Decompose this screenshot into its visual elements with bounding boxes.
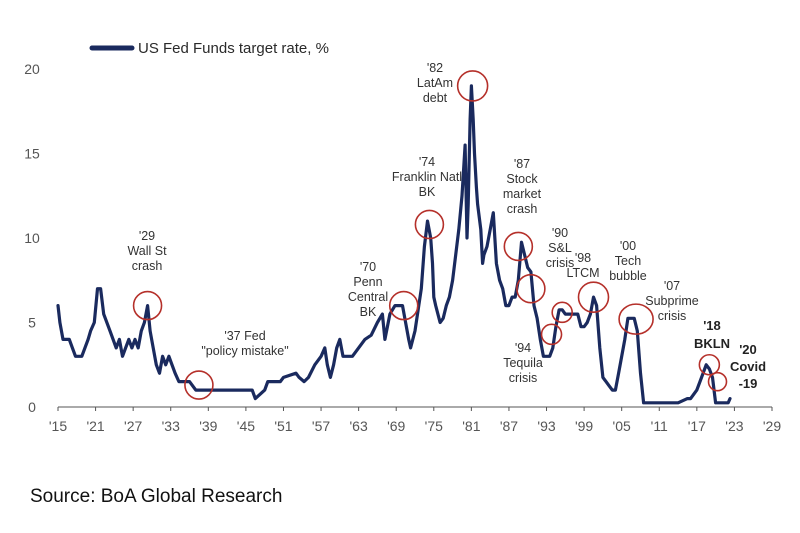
annotation-line: market: [503, 187, 542, 201]
annotation-circles: [132, 70, 728, 400]
annotation-label: '20 Covid -19: [730, 342, 766, 391]
annotation-line: '00: [620, 239, 636, 253]
annotation-label: '00 Tech bubble: [609, 239, 647, 283]
annotation-line: '98: [575, 251, 591, 265]
x-tick-label: '45: [237, 418, 255, 434]
annotation-line: "policy mistake": [201, 344, 288, 358]
annotation-line: Central: [348, 290, 388, 304]
annotation-line: '29: [139, 229, 155, 243]
annotation-line: '70: [360, 260, 376, 274]
annotation-line: Subprime: [645, 294, 699, 308]
source-note: Source: BoA Global Research: [30, 486, 283, 507]
y-tick-label: 0: [28, 399, 36, 415]
annotation-line: '07: [664, 279, 680, 293]
y-tick-label: 15: [24, 146, 40, 162]
annotation-line: crisis: [509, 371, 537, 385]
x-tick-label: '81: [462, 418, 480, 434]
annotation-circle: [540, 323, 563, 346]
annotation-line: Franklin Natl: [392, 170, 462, 184]
annotation-circle: [503, 231, 534, 262]
annotation-circle: [618, 303, 654, 335]
x-tick-label: '93: [537, 418, 555, 434]
annotation-line: BK: [419, 185, 436, 199]
annotation-label: '90 S&L crisis: [546, 226, 574, 270]
annotation-line: LTCM: [566, 266, 599, 280]
annotation-line: '87: [514, 157, 530, 171]
annotation-line: Penn: [353, 275, 382, 289]
annotation-line: Tequila: [503, 356, 543, 370]
annotation-label: '94 Tequila crisis: [503, 341, 543, 385]
annotation-label: '74 Franklin Natl BK: [392, 155, 462, 199]
annotation-line: '18: [703, 318, 721, 333]
annotation-label: '29 Wall St crash: [127, 229, 167, 273]
annotation-line: crisis: [658, 309, 686, 323]
annotation-line: Tech: [615, 254, 641, 268]
x-tick-label: '57: [312, 418, 330, 434]
x-tick-label: '23: [725, 418, 743, 434]
annotation-line: LatAm: [417, 76, 453, 90]
x-tick-label: '05: [613, 418, 631, 434]
annotation-circle: [707, 371, 728, 392]
legend: US Fed Funds target rate, %: [89, 40, 329, 57]
x-tick-label: '11: [651, 418, 668, 434]
annotation-line: '94: [515, 341, 531, 355]
annotation-line: Stock: [506, 172, 538, 186]
annotation-line: Covid: [730, 359, 766, 374]
annotation-circle: [184, 370, 214, 400]
x-tick-label: '17: [688, 418, 706, 434]
annotation-line: '20: [739, 342, 757, 357]
annotation-line: -19: [739, 376, 758, 391]
annotation-line: BKLN: [694, 336, 730, 351]
x-tick-label: '21: [86, 418, 104, 434]
y-tick-label: 5: [28, 315, 36, 331]
x-tick-label: '51: [274, 418, 292, 434]
annotation-line: crash: [507, 202, 538, 216]
legend-label: US Fed Funds target rate, %: [138, 40, 329, 57]
annotation-circle: [388, 290, 419, 321]
x-tick-label: '69: [387, 418, 405, 434]
annotation-label: '98 LTCM: [566, 251, 599, 280]
annotation-labels: '29 Wall St crash'37 Fed "policy mistake"'7…: [127, 61, 766, 391]
y-tick-label: 20: [24, 61, 40, 77]
annotation-line: S&L: [548, 241, 572, 255]
x-tick-label: '87: [500, 418, 518, 434]
annotation-line: '37 Fed: [224, 329, 265, 343]
annotation-line: crisis: [546, 256, 574, 270]
annotation-circle: [414, 209, 445, 240]
annotation-line: debt: [423, 91, 448, 105]
annotation-label: '37 Fed "policy mistake": [201, 329, 288, 358]
x-tick-label: '27: [124, 418, 142, 434]
annotation-circle: [132, 290, 163, 321]
annotation-line: '74: [419, 155, 435, 169]
x-tick-label: '33: [162, 418, 180, 434]
y-tick-label: 10: [24, 230, 40, 246]
annotation-line: bubble: [609, 269, 647, 283]
x-tick-label: '99: [575, 418, 593, 434]
annotation-circle: [698, 353, 721, 376]
annotation-line: crash: [132, 259, 163, 273]
x-tick-label: '75: [425, 418, 443, 434]
annotation-circle: [577, 281, 610, 313]
x-tick-label: '15: [49, 418, 67, 434]
annotation-label: '07 Subprime crisis: [645, 279, 699, 323]
annotation-line: '90: [552, 226, 568, 240]
annotation-line: '82: [427, 61, 443, 75]
annotation-circle: [516, 273, 546, 304]
annotation-circle: [551, 301, 573, 324]
x-axis: '15 '21 '27 '33 '39 '45 '51 '57 '63 '69 '75 '81 '87 '…: [49, 406, 781, 434]
annotation-label: '87 Stock market crash: [503, 157, 542, 216]
x-tick-label: '29: [763, 418, 781, 434]
annotation-label: '82 LatAm debt: [417, 61, 453, 105]
annotation-circle: [456, 70, 489, 102]
series-line: [56, 84, 732, 405]
x-tick-label: '39: [199, 418, 217, 434]
annotation-label: '18 BKLN: [694, 318, 730, 351]
y-axis: 0 5 10 15 20: [24, 61, 40, 415]
x-tick-label: '63: [350, 418, 368, 434]
annotation-line: Wall St: [127, 244, 167, 258]
annotation-label: '70 Penn Central BK: [348, 260, 388, 319]
annotation-line: BK: [360, 305, 377, 319]
series-group: [56, 84, 732, 405]
